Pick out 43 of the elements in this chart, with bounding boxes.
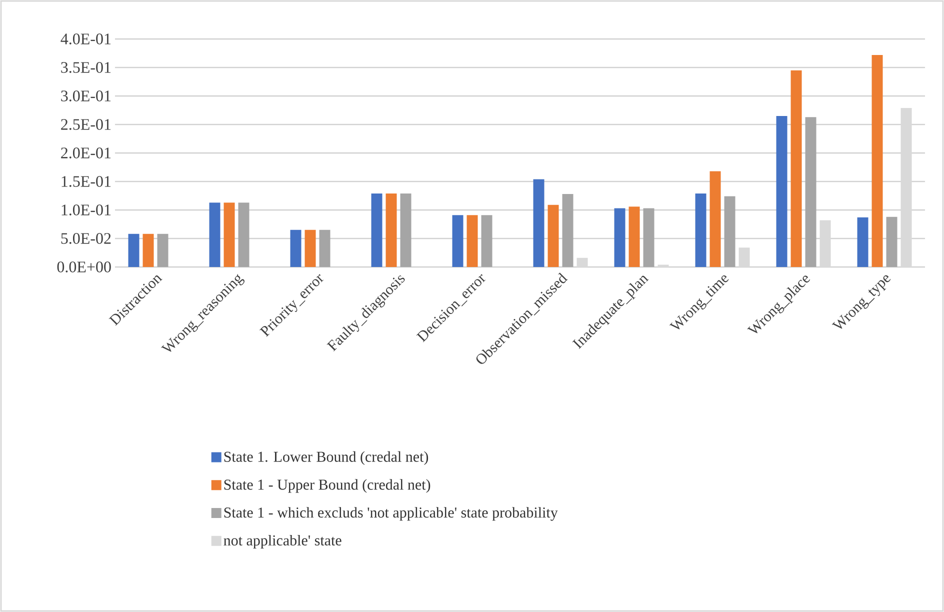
legend-label: not applicable' state [224,534,342,549]
bar [304,230,316,267]
y-tick-label: 5.0E-02 [61,233,111,244]
bar [724,196,736,267]
bar [643,208,654,267]
bar [548,204,559,267]
y-tick-label: 0.0E+00 [57,262,111,272]
bar [400,193,412,267]
y-tick-label: 3.5E-01 [61,62,111,73]
y-tick-label: 1.0E-01 [62,204,111,216]
bar [466,215,478,267]
bar [386,193,397,267]
bar [872,54,883,267]
y-tick-label: 3.0E-01 [61,90,111,102]
y-tick-label: 2.5E-01 [61,119,111,130]
bar [371,193,382,267]
bar [290,230,302,267]
bar [562,194,574,267]
bar [533,179,544,267]
bar [805,117,816,267]
y-tick-label: 1.5E-01 [62,176,111,187]
bar [695,193,706,267]
bar [710,171,721,267]
bar [886,216,898,267]
bar [142,234,154,267]
y-tick-label: 2.0E-01 [61,148,111,158]
bar [614,208,626,267]
bar [452,215,464,267]
bar [790,70,802,267]
bar [481,215,492,267]
bar [157,234,168,267]
bar [224,202,235,267]
bar [319,230,330,267]
bar [128,234,140,267]
bar [209,202,220,267]
bar [628,206,640,267]
legend-label: State 1. Lower Bound (credal net) [224,451,428,465]
y-tick-label: 4.0E-01 [60,34,111,44]
legend-label: State 1 - which excluds 'not applicable' state probability [224,507,558,521]
bar [238,202,250,267]
bar [776,116,788,267]
legend-label: State 1 - Upper Bound (credal net) [224,479,430,493]
bar [857,217,868,267]
